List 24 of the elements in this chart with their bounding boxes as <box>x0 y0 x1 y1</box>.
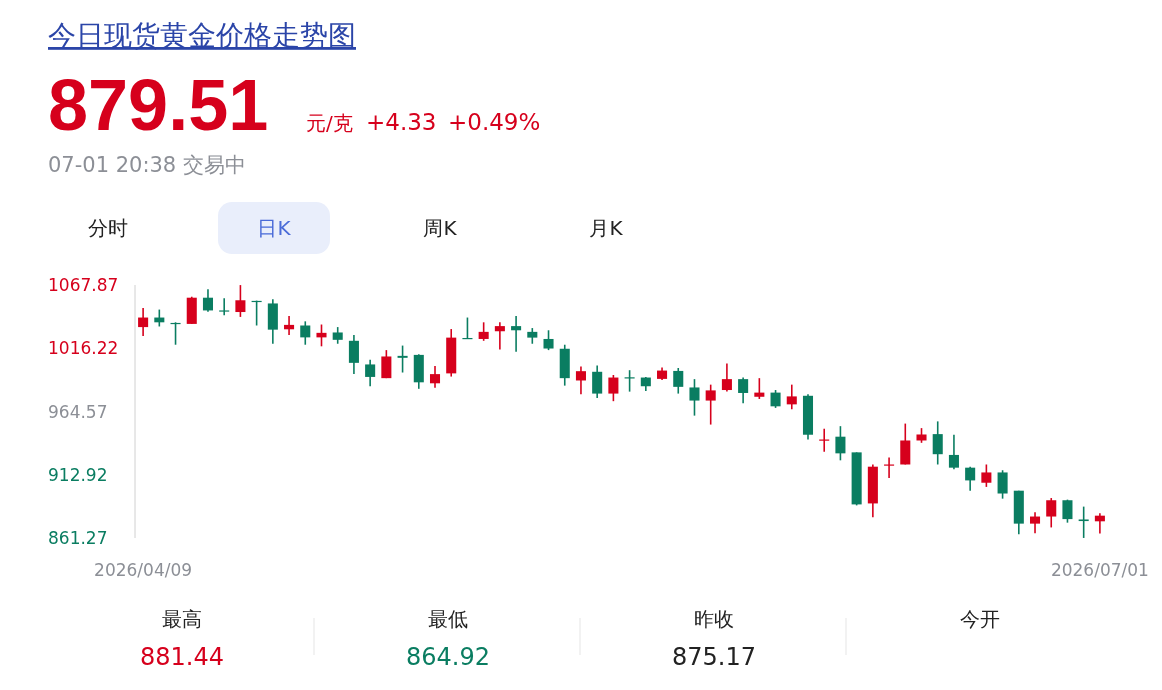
text: 879.51 <box>48 65 269 145</box>
text: 元/克 <box>306 111 353 135</box>
text: 日K <box>257 216 292 240</box>
text: 875.17 <box>672 643 756 671</box>
text: 881.44 <box>140 643 224 671</box>
text: +4.33 <box>366 109 437 135</box>
text: 月K <box>589 216 624 240</box>
y-tick-label: 1067.87 <box>48 275 119 295</box>
text: 最高 <box>162 607 202 631</box>
x-tick-label: 2026/04/09 <box>94 560 193 580</box>
x-tick-label: 2026/07/01 <box>1050 560 1149 580</box>
y-tick-label: 1016.22 <box>48 338 119 359</box>
y-tick-label: 912.92 <box>48 464 108 485</box>
text: 864.92 <box>406 643 490 671</box>
text: 最低 <box>428 607 468 631</box>
text: 分时 <box>88 216 128 240</box>
y-tick-label: 964.57 <box>48 401 108 422</box>
text: 昨收 <box>694 607 734 631</box>
chart-title: 今日现货黄金价格走势图 <box>48 19 356 52</box>
text: 今开 <box>960 607 1000 631</box>
text: 07-01 20:38 交易中 <box>48 153 246 177</box>
text: 周K <box>423 216 458 240</box>
text: +0.49% <box>448 109 541 135</box>
y-tick-label: 861.27 <box>48 528 108 548</box>
